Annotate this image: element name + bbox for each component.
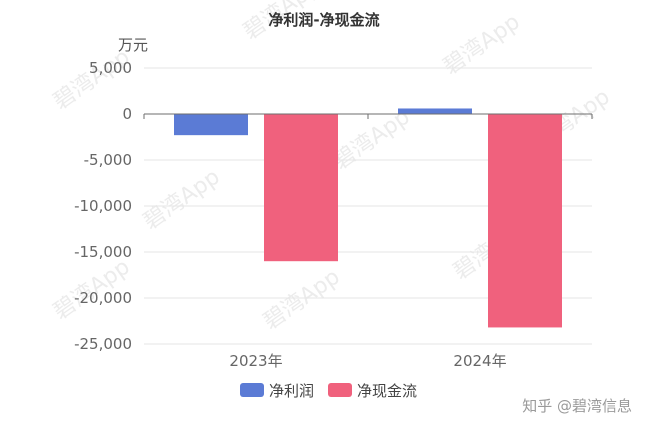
x-tick-label-1: 2024年 (453, 352, 506, 370)
bars (174, 108, 562, 328)
y-axis-unit-label: 万元 (118, 36, 148, 54)
x-tick-label-0: 2023年 (229, 352, 282, 370)
legend-label-1: 净现金流 (357, 382, 417, 400)
x-axis: 2023年 2024年 (143, 113, 593, 370)
legend-label-0: 净利润 (269, 382, 314, 400)
legend-swatch-1 (328, 383, 352, 397)
y-tick-label-3: -10,000 (74, 197, 132, 215)
bar-net-cash-flow-0 (264, 114, 338, 262)
bar-net-profit-0 (174, 114, 248, 136)
legend-swatch-0 (240, 383, 264, 397)
watermark-text-2: 碧湾App (439, 10, 525, 80)
legend-item-0[interactable]: 净利润 (240, 382, 314, 400)
y-tick-label-1: 0 (122, 105, 132, 123)
chart-title: 净利润-净现金流 (268, 11, 379, 29)
y-tick-label-4: -15,000 (74, 243, 132, 261)
watermark-text-3: 碧湾App (139, 165, 225, 235)
y-tick-label-2: -5,000 (84, 151, 132, 169)
legend[interactable]: 净利润 净现金流 (240, 382, 417, 400)
y-tick-label-0: 5,000 (89, 59, 132, 77)
y-tick-label-5: -20,000 (74, 289, 132, 307)
y-tick-label-6: -25,000 (74, 335, 132, 353)
bar-net-profit-1 (398, 108, 472, 114)
bar-net-cash-flow-1 (488, 114, 562, 328)
y-axis-ticks: 5,000 0 -5,000 -10,000 -15,000 -20,000 -25,000 (74, 59, 132, 353)
corner-watermark: 知乎 @碧湾信息 (522, 397, 632, 415)
legend-item-1[interactable]: 净现金流 (328, 382, 417, 400)
watermark-text-4: 碧湾App (329, 105, 415, 175)
watermark-text-7: 碧湾App (259, 265, 345, 335)
